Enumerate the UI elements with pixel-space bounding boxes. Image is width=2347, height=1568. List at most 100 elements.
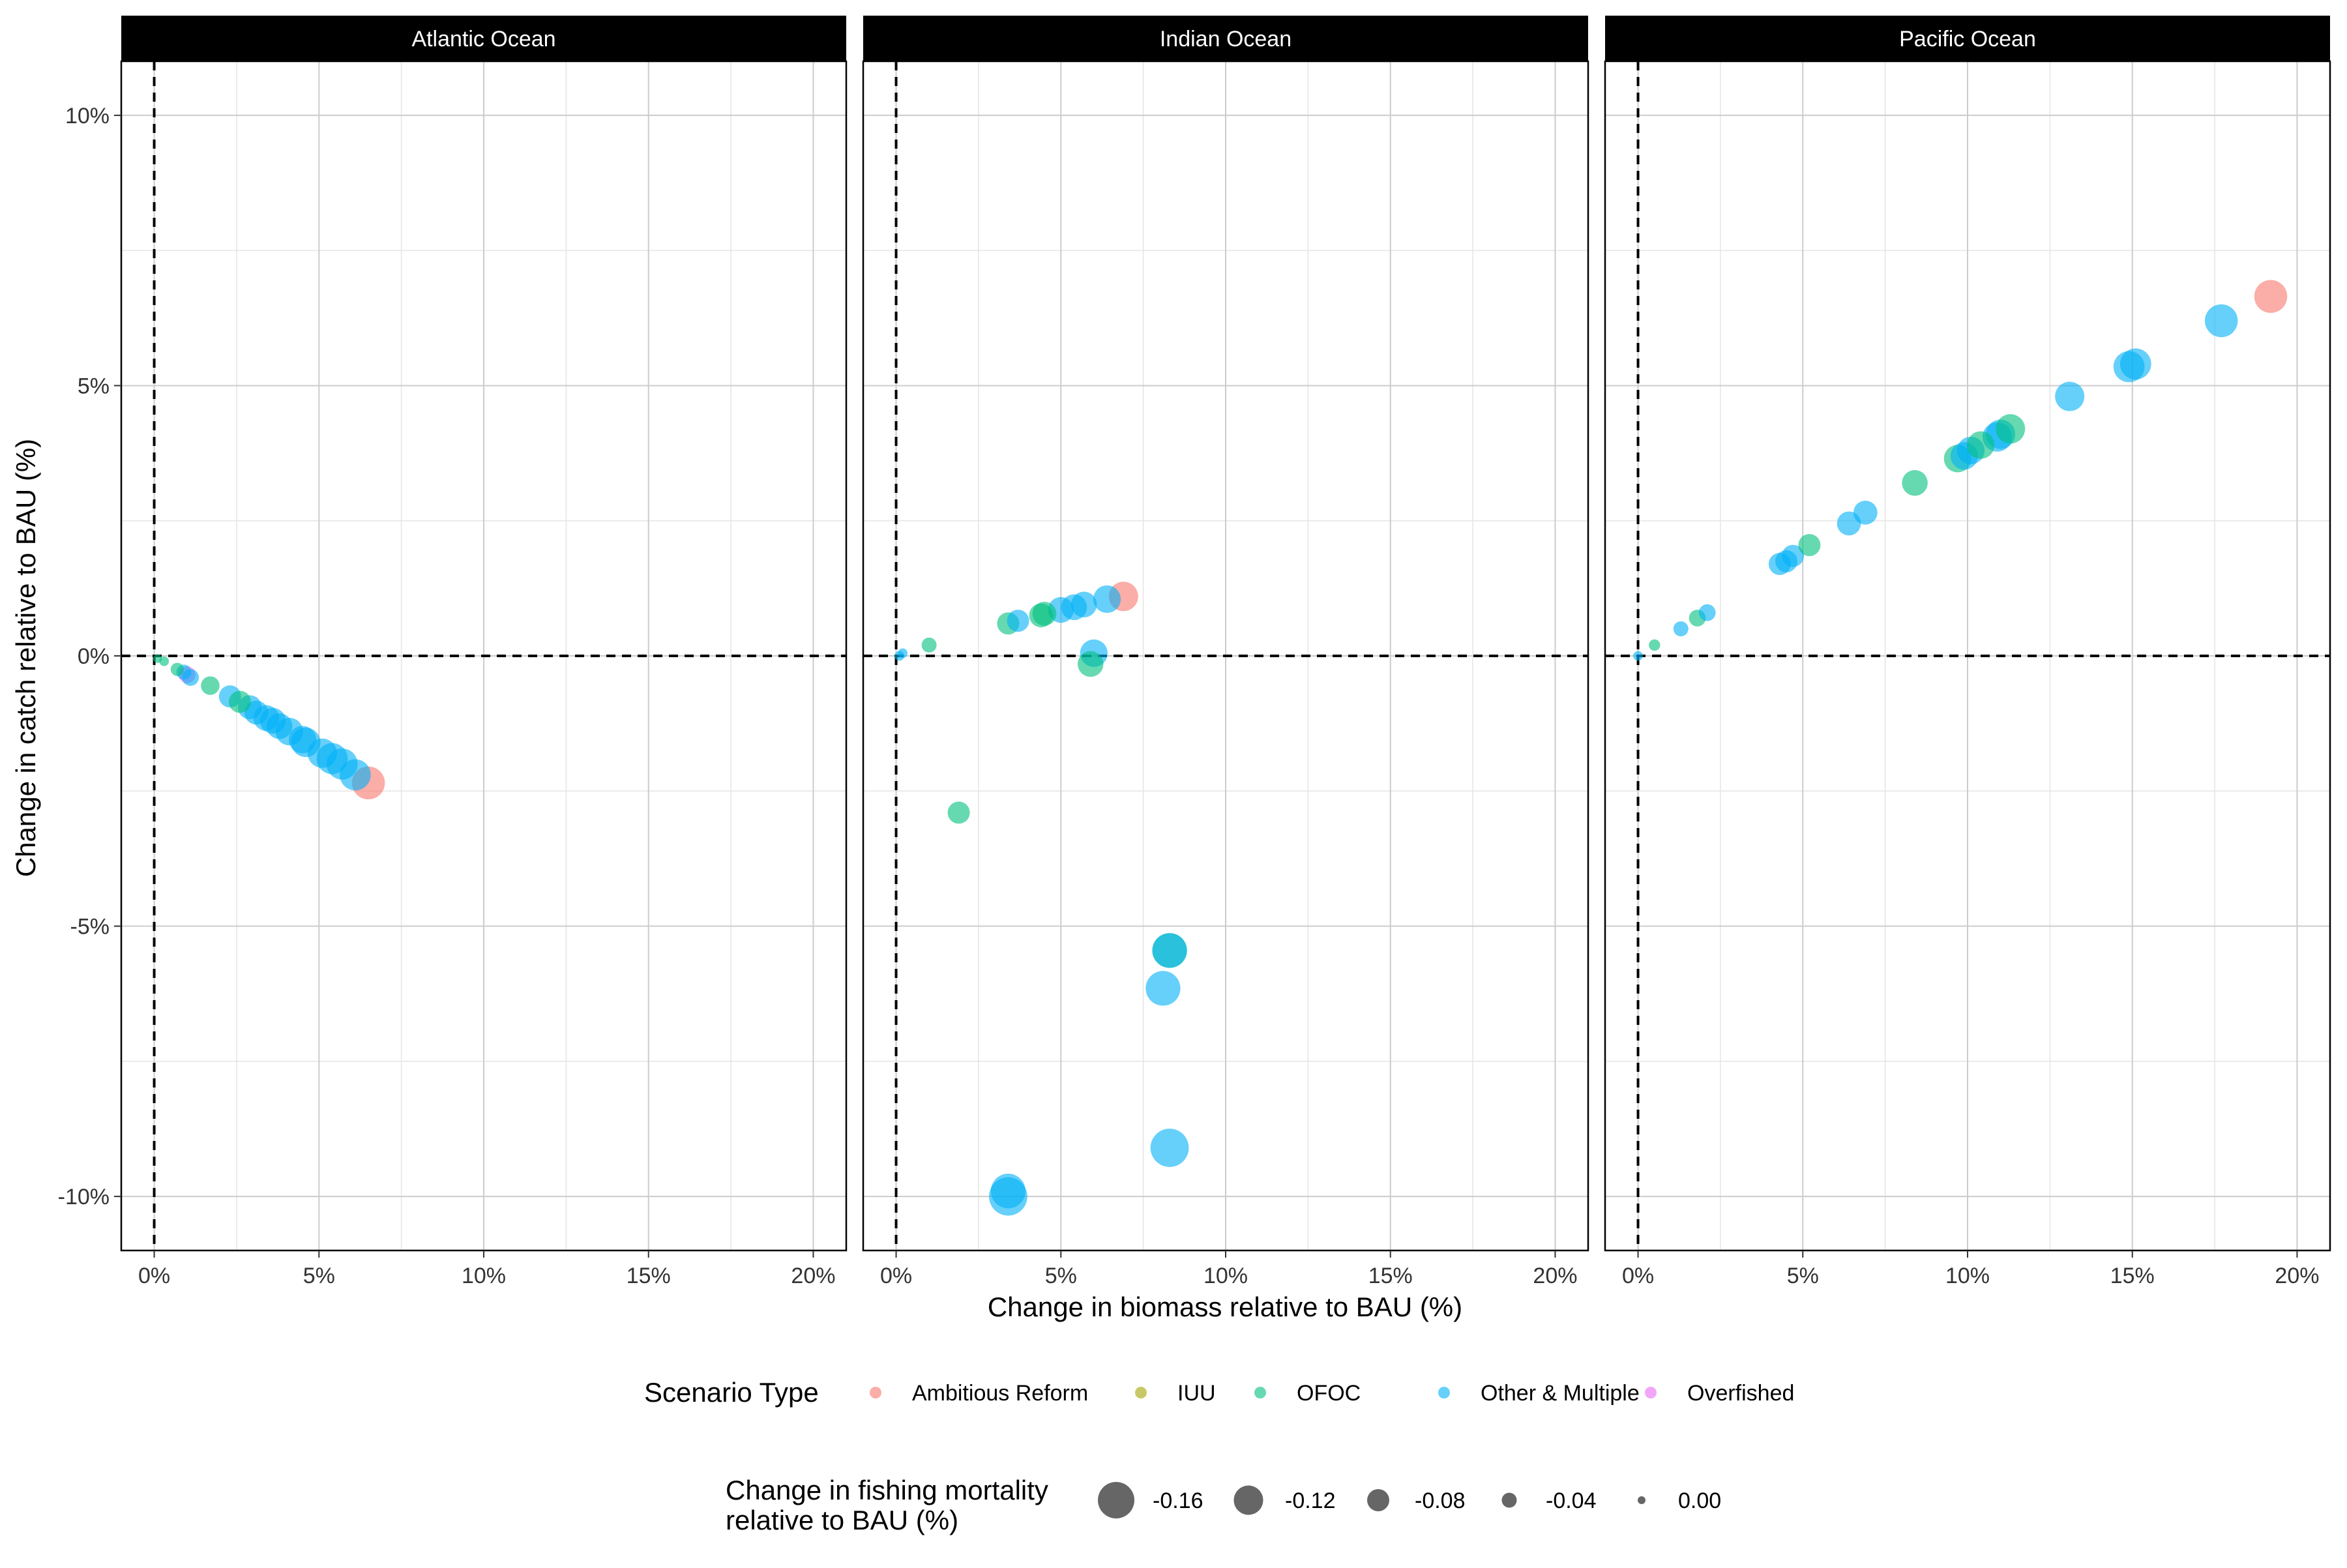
data-point-ambitious-reform [2254, 280, 2288, 313]
y-tick-label: 10% [65, 104, 110, 128]
panel-atlantic-ocean: Atlantic Ocean 0% 5% 10% 15% 20% -10% -5% 0% 5% 10… [58, 16, 848, 1288]
data-point-ofoc [228, 690, 251, 713]
data-point-ofoc [1649, 639, 1661, 651]
size-legend-key [1098, 1482, 1134, 1518]
facet-panels: Atlantic Ocean 0% 5% 10% 15% 20% -10% -5% 0% 5% 10… [58, 16, 2331, 1288]
data-point-other-multiple [898, 648, 908, 658]
data-point-ofoc [1967, 431, 1995, 459]
y-axis: -10% -5% 0% 5% 10% [58, 104, 121, 1209]
x-tick-label: 5% [1787, 1264, 1819, 1288]
data-point-other-multiple [266, 713, 293, 739]
data-point-ofoc [1078, 651, 1104, 677]
size-legend-label: -0.04 [1546, 1488, 1597, 1513]
data-point-other-multiple [990, 1174, 1026, 1209]
facet-strip [863, 16, 1588, 61]
legend-key-other-multiple [1438, 1387, 1450, 1398]
x-tick-label: 15% [627, 1264, 671, 1288]
legend-label-ambitious-reform: Ambitious Reform [912, 1381, 1088, 1406]
data-point-ofoc [1996, 414, 2026, 444]
facet-strip-label: Atlantic Ocean [411, 27, 555, 52]
size-legend-label: -0.16 [1153, 1488, 1203, 1513]
data-point-other-multiple [1145, 971, 1181, 1006]
x-tick-label: 20% [2275, 1264, 2319, 1288]
data-point-ofoc [170, 662, 185, 676]
legend-label-iuu: IUU [1177, 1381, 1216, 1406]
y-tick-label: 5% [78, 374, 110, 398]
data-point-other-multiple [1152, 933, 1187, 968]
x-tick-label: 20% [1533, 1264, 1577, 1288]
x-tick-label: 10% [1945, 1264, 1990, 1288]
data-points [1633, 280, 2288, 661]
x-tick-label: 5% [303, 1264, 335, 1288]
x-tick-label: 15% [2110, 1264, 2155, 1288]
data-point-ofoc [201, 676, 220, 695]
size-legend-label: -0.08 [1415, 1488, 1466, 1513]
data-point-ofoc [921, 637, 937, 653]
y-tick-label: -10% [58, 1185, 110, 1209]
legend-key-overfished [1645, 1387, 1657, 1398]
legend-key-ofoc [1254, 1387, 1266, 1398]
x-tick-label: 10% [462, 1264, 506, 1288]
x-tick-label: 15% [1368, 1264, 1413, 1288]
size-legend-key [1638, 1496, 1646, 1504]
x-tick-label: 10% [1203, 1264, 1248, 1288]
panel-pacific-ocean: Pacific Ocean 0% 5% 10% 15% 20% [1604, 16, 2331, 1288]
data-point-ofoc [153, 654, 162, 663]
facet-strip [1605, 16, 2330, 61]
data-point-ofoc [947, 801, 970, 824]
data-points [153, 654, 385, 800]
facet-strip [121, 16, 846, 61]
data-point-other-multiple [1673, 621, 1689, 637]
size-legend-label: 0.00 [1678, 1488, 1721, 1513]
data-point-other-multiple [2119, 348, 2151, 380]
size-legend-key [1233, 1485, 1263, 1515]
x-axis: 0% 5% 10% 15% 20% [138, 1250, 835, 1288]
facet-strip-label: Pacific Ocean [1899, 27, 2036, 52]
data-point-ofoc [1902, 469, 1928, 496]
data-point-other-multiple [1070, 591, 1097, 617]
data-point-other-multiple [1782, 544, 1805, 567]
data-point-other-multiple [288, 726, 317, 754]
facet-strip-label: Indian Ocean [1160, 27, 1292, 52]
legend-label-ofoc: OFOC [1297, 1381, 1361, 1406]
legends: Scenario Type Ambitious Reform IUU OFOC Othe… [644, 1377, 1794, 1535]
color-legend-title: Scenario Type [644, 1377, 819, 1408]
data-point-ofoc [1798, 534, 1821, 557]
panel-indian-ocean: Indian Ocean 0% 5% 10% 15% 20% [862, 16, 1589, 1288]
data-point-other-multiple [2055, 381, 2085, 411]
size-legend-key [1367, 1489, 1389, 1511]
x-tick-label: 20% [791, 1264, 835, 1288]
data-point-other-multiple [244, 700, 269, 725]
legend-key-iuu [1135, 1387, 1147, 1398]
legend-key-ambitious-reform [870, 1387, 881, 1398]
x-tick-label: 0% [880, 1264, 912, 1288]
x-tick-label: 5% [1045, 1264, 1077, 1288]
y-tick-label: 0% [78, 644, 110, 669]
data-point-other-multiple [2204, 304, 2238, 338]
data-point-ofoc [1032, 601, 1057, 626]
x-tick-label: 0% [1622, 1264, 1654, 1288]
data-point-other-multiple [1633, 651, 1643, 661]
data-point-other-multiple [1853, 500, 1878, 525]
y-axis-title: Change in catch relative to BAU (%) [10, 439, 41, 877]
size-legend-title-line: Change in fishing mortality [726, 1475, 1048, 1505]
size-legend-label: -0.12 [1285, 1488, 1336, 1513]
size-legend-title-line: relative to BAU (%) [726, 1505, 958, 1535]
y-tick-label: -5% [70, 915, 110, 939]
data-point-other-multiple [1698, 604, 1716, 621]
x-axis: 0% 5% 10% 15% 20% [1622, 1250, 2319, 1288]
size-legend-key [1501, 1492, 1517, 1508]
legend-label-other-multiple: Other & Multiple [1481, 1381, 1640, 1406]
data-point-other-multiple [1007, 610, 1029, 632]
data-point-other-multiple [339, 759, 371, 791]
data-point-other-multiple [307, 738, 337, 768]
data-point-other-multiple [1093, 585, 1121, 614]
x-axis-title: Change in biomass relative to BAU (%) [988, 1292, 1462, 1322]
data-point-other-multiple [1150, 1129, 1189, 1167]
color-legend: Scenario Type Ambitious Reform IUU OFOC Othe… [644, 1377, 1794, 1408]
legend-label-overfished: Overfished [1687, 1381, 1794, 1406]
x-tick-label: 0% [138, 1264, 170, 1288]
